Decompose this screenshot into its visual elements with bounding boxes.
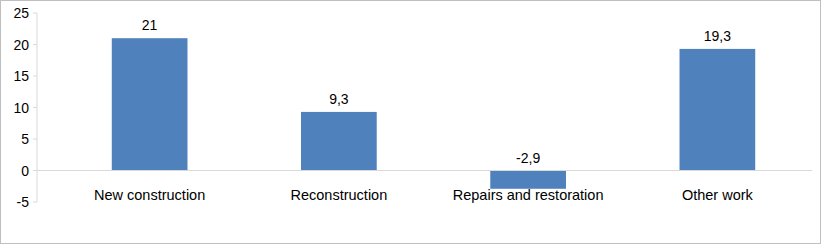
y-tick-label: -5 — [17, 194, 30, 210]
data-label: 21 — [142, 17, 158, 33]
data-label: -2,9 — [516, 150, 540, 166]
category-label: New construction — [94, 187, 205, 203]
y-tick — [33, 44, 37, 45]
frame — [1, 1, 821, 244]
y-tick-label: 0 — [21, 163, 29, 179]
y-tick-label: 15 — [13, 68, 29, 84]
category-label: Reconstruction — [291, 187, 388, 203]
category-label: Repairs and restoration — [453, 187, 604, 203]
y-tick — [33, 107, 37, 108]
y-tick-label: 5 — [21, 131, 29, 147]
y-tick-label: 25 — [13, 5, 29, 21]
y-tick — [33, 13, 37, 14]
y-tick-label: 10 — [13, 100, 29, 116]
y-tick-label: 20 — [13, 37, 29, 53]
bar — [680, 49, 756, 171]
y-tick — [33, 76, 37, 77]
y-tick — [33, 170, 37, 171]
data-label: 9,3 — [329, 91, 349, 107]
y-tick — [33, 202, 37, 203]
bar — [112, 38, 188, 170]
chart: -5 0 5 10 15 20 25 21 9,3 -2,9 19,3 New constructio… — [0, 0, 821, 244]
data-label: 19,3 — [704, 28, 731, 44]
category-label: Other work — [682, 187, 754, 203]
y-tick — [33, 139, 37, 140]
zero-line — [37, 170, 812, 171]
bar — [301, 112, 377, 171]
